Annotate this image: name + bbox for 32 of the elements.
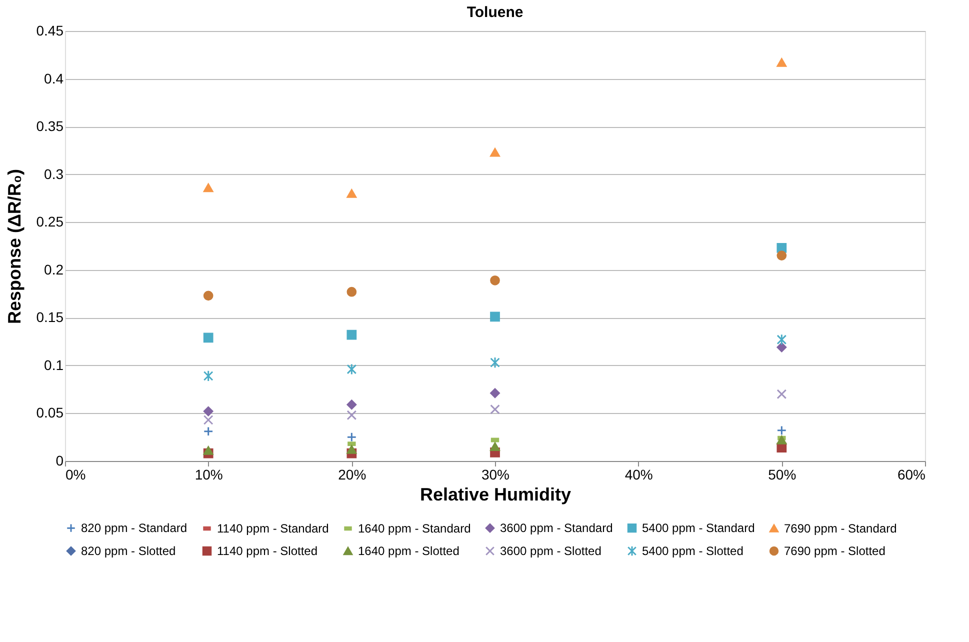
y-tick-label: 0.1 bbox=[44, 356, 64, 373]
legend-label: 1640 ppm - Slotted bbox=[358, 544, 460, 558]
x-tick-label: 30% bbox=[481, 466, 510, 482]
y-tick-label: 0.4 bbox=[44, 70, 64, 86]
legend-label: 7690 ppm - Slotted bbox=[784, 544, 886, 558]
x-tick-label: 0% bbox=[66, 466, 86, 482]
y-tick-label: 0 bbox=[56, 452, 64, 468]
y-tick-label: 0.45 bbox=[36, 22, 64, 38]
x-tick-label: 10% bbox=[194, 466, 223, 482]
y-tick-label: 0.2 bbox=[44, 261, 64, 278]
chart-title: Toluene bbox=[466, 4, 524, 21]
y-tick-label: 0.3 bbox=[44, 166, 64, 182]
y-tick-label: 0.25 bbox=[36, 214, 64, 230]
legend-label: 7690 ppm - Standard bbox=[784, 521, 897, 536]
y-axis-title: Response (ΔR/R₀) bbox=[4, 168, 24, 324]
legend-label: 1640 ppm - Standard bbox=[358, 522, 471, 536]
y-tick-label: 0.05 bbox=[36, 404, 64, 421]
legend-label: 1140 ppm - Standard bbox=[217, 522, 329, 536]
x-tick-label: 20% bbox=[338, 466, 366, 482]
x-tick-label: 40% bbox=[624, 466, 653, 482]
y-tick-label: 0.35 bbox=[36, 118, 64, 134]
legend-label: 3600 ppm - Standard bbox=[500, 521, 613, 536]
legend-label: 820 ppm - Slotted bbox=[81, 544, 176, 558]
x-tick-label: 60% bbox=[897, 466, 926, 482]
x-axis-title: Relative Humidity bbox=[420, 484, 572, 504]
legend-label: 5400 ppm - Slotted bbox=[642, 544, 744, 558]
legend-label: 1140 ppm - Slotted bbox=[217, 544, 318, 558]
y-tick-label: 0.15 bbox=[36, 309, 64, 326]
x-tick-label: 50% bbox=[768, 466, 796, 482]
legend-label: 3600 ppm - Slotted bbox=[500, 544, 602, 558]
legend-label: 5400 ppm - Standard bbox=[642, 521, 755, 536]
legend-label: 820 ppm - Standard bbox=[81, 521, 188, 536]
